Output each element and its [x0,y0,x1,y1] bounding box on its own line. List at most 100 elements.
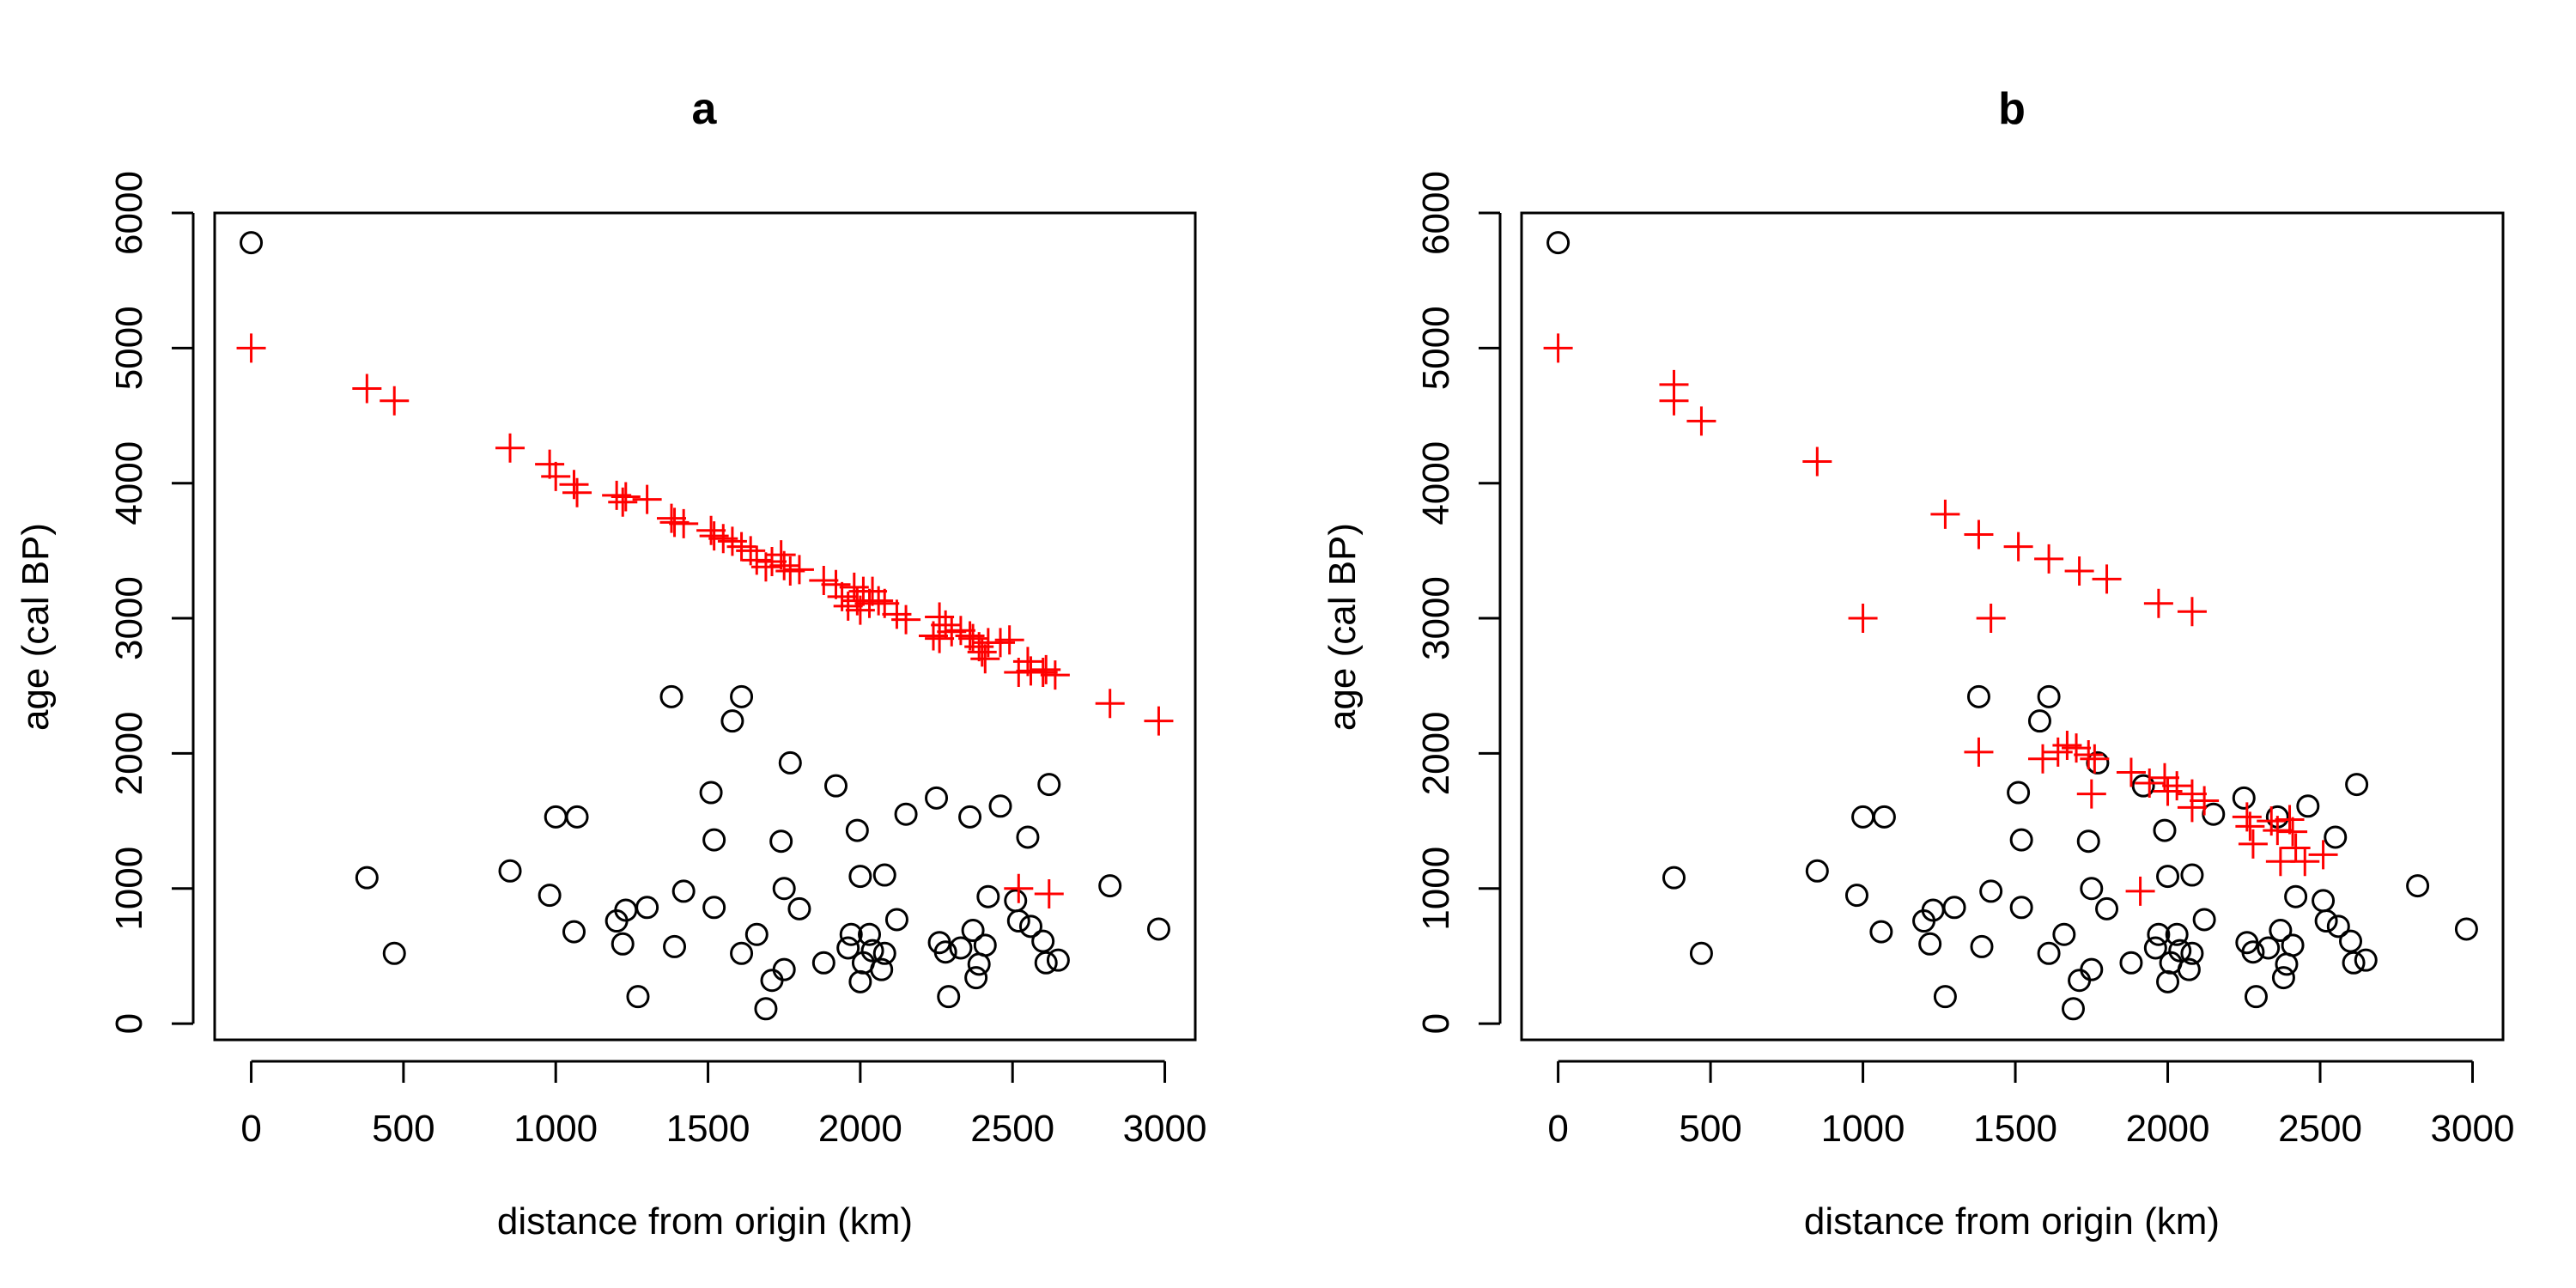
data-point-circle [2241,940,2265,964]
data-point-plus [2116,757,2146,787]
y-tick-label: 4000 [108,441,150,526]
data-point-circle [2147,922,2171,946]
data-point-circle [382,941,406,965]
data-point-plus [2125,876,2155,906]
data-point-plus [2278,817,2308,847]
data-point-circle [772,957,796,981]
data-point-circle [2284,884,2308,908]
data-point-circle [2177,957,2201,981]
data-point-plus [2003,532,2033,562]
data-point-circle [2143,936,2167,960]
data-point-circle [702,828,726,852]
data-point-plus [2028,744,2057,774]
data-point-plus [2149,762,2179,793]
x-axis: 0 500 1000 1500 2000 2500 3000 [1547,1060,2515,1150]
data-point-plus [632,484,662,514]
data-point-circle [1942,896,1966,920]
data-point-circle [2156,969,2180,993]
data-point-plus [1848,604,1878,634]
data-point-circle [702,896,726,920]
data-point-circle [772,877,796,901]
data-point-plus [2162,771,2192,801]
data-point-circle [811,951,835,975]
data-point-plus [925,602,955,632]
data-point-circle [872,863,896,887]
data-point-circle [2281,933,2305,957]
data-point-circle [769,829,793,854]
data-point-plus [562,477,592,507]
panel-b: b 0 500 1000 1500 2000 2500 3000 0 1000 2000 3000… [1321,84,2514,1242]
data-point-plus [1028,658,1058,687]
data-point-circle [2037,941,2061,965]
y-tick-label: 1000 [108,847,150,931]
data-point-circle [973,933,997,957]
y-tick-label: 6000 [108,171,150,255]
data-point-plus [611,482,641,512]
data-point-circle [2068,969,2092,993]
data-point-circle [2326,914,2350,939]
data-point-plus [2034,544,2064,574]
data-point-circle [2168,939,2192,963]
data-point-circle [884,908,908,932]
data-point-circle [1098,874,1122,898]
data-point-circle [925,786,949,810]
x-tick-label: 0 [1547,1108,1568,1150]
data-point-circle [2076,829,2100,854]
data-point-circle [671,879,696,903]
data-point-plus [2092,564,2122,594]
data-point-plus [2076,779,2106,809]
data-point-circle [1933,985,1957,1009]
data-point-circle [2342,951,2366,975]
data-point-plus [2290,847,2320,877]
data-point-circle [2232,786,2256,810]
data-point-circle [2153,818,2177,842]
data-point-circle [1034,951,1058,975]
data-point-plus [1964,519,1994,550]
data-point-circle [635,896,659,920]
data-point-circle [1869,920,1893,944]
panel-title: b [1998,84,2026,134]
data-point-circle [2312,889,2336,913]
plot-frame [213,211,1197,1042]
data-point-plus [2080,744,2110,774]
data-point-circle [2324,825,2348,849]
x-tick-label: 500 [372,1108,434,1150]
data-point-circle [2275,952,2299,976]
x-tick-label: 2000 [2126,1108,2210,1150]
y-axis: 0 1000 2000 3000 4000 5000 6000 [108,171,195,1034]
y-axis-label: age (cal BP) [15,523,57,731]
panel-a: a 0 500 1000 1500 2000 2500 3000 0 1000 2000 3000… [15,84,1206,1242]
data-point-circle [787,896,811,920]
data-point-plus [2190,786,2220,816]
y-tick-label: 3000 [1415,576,1457,660]
x-tick-label: 1500 [666,1108,750,1150]
data-point-circle [2080,957,2104,981]
data-point-circle [976,884,1000,908]
data-point-plus [750,552,781,582]
x-tick-label: 3000 [2431,1108,2515,1150]
data-point-circle [2454,917,2478,941]
x-axis-label: distance from origin (km) [1804,1200,2220,1242]
data-point-circle [872,941,896,965]
x-tick-label: 2500 [970,1108,1054,1150]
data-point-plus [1543,333,1573,363]
data-point-circle [860,939,884,963]
data-point-plus [970,644,1000,674]
data-point-circle [836,936,860,960]
data-point-circle [937,985,961,1009]
data-point-circle [659,684,683,708]
data-point-circle [1872,805,1896,829]
x-tick-label: 1500 [1973,1108,2057,1150]
y-tick-label: 3000 [108,576,150,660]
x-tick-label: 3000 [1123,1108,1207,1150]
data-points [1543,231,2478,1021]
data-point-circle [663,934,687,958]
data-point-circle [562,920,586,944]
data-point-circle [1004,889,1028,913]
data-point-circle [754,997,778,1021]
data-point-plus [1686,406,1716,436]
data-point-circle [2406,874,2430,898]
data-point-circle [2192,908,2216,932]
data-point-plus [495,433,526,463]
data-point-circle [2180,863,2204,887]
